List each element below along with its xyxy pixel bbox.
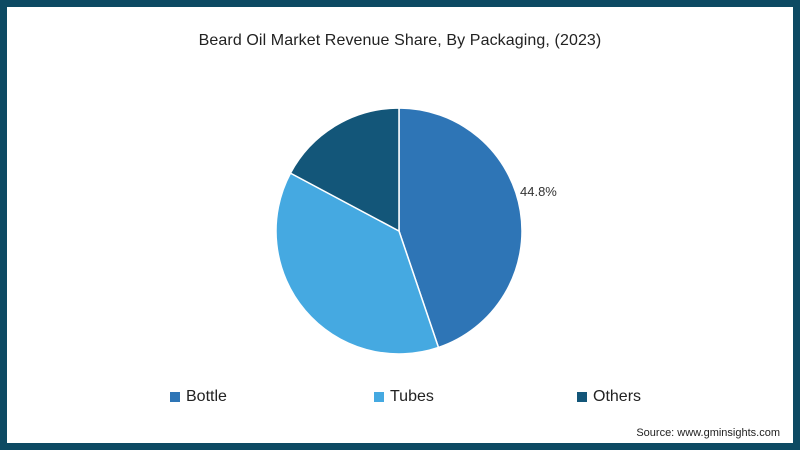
chart-title: Beard Oil Market Revenue Share, By Packa… — [198, 32, 602, 49]
pie-slice-others[interactable] — [289, 107, 400, 233]
legend-item-tubes[interactable]: Tubes — [374, 388, 434, 406]
legend-swatch-tubes-icon — [374, 392, 384, 402]
legend-label: Tubes — [390, 388, 434, 405]
pie-slice-tubes[interactable] — [275, 172, 440, 355]
source-text: Source: www.gminsights.com — [636, 427, 780, 439]
pie-slices — [275, 107, 523, 355]
legend-swatch-others-icon — [577, 392, 587, 402]
legend-label: Bottle — [186, 388, 227, 405]
bottle-data-label: 44.8% — [520, 184, 557, 199]
legend-item-bottle[interactable]: Bottle — [170, 388, 227, 406]
legend-swatch-bottle-icon — [170, 392, 180, 402]
legend-item-others[interactable]: Others — [577, 388, 641, 406]
legend: Bottle Tubes Others — [0, 388, 800, 408]
legend-label: Others — [593, 388, 642, 405]
pie-slice-bottle[interactable] — [398, 107, 523, 349]
